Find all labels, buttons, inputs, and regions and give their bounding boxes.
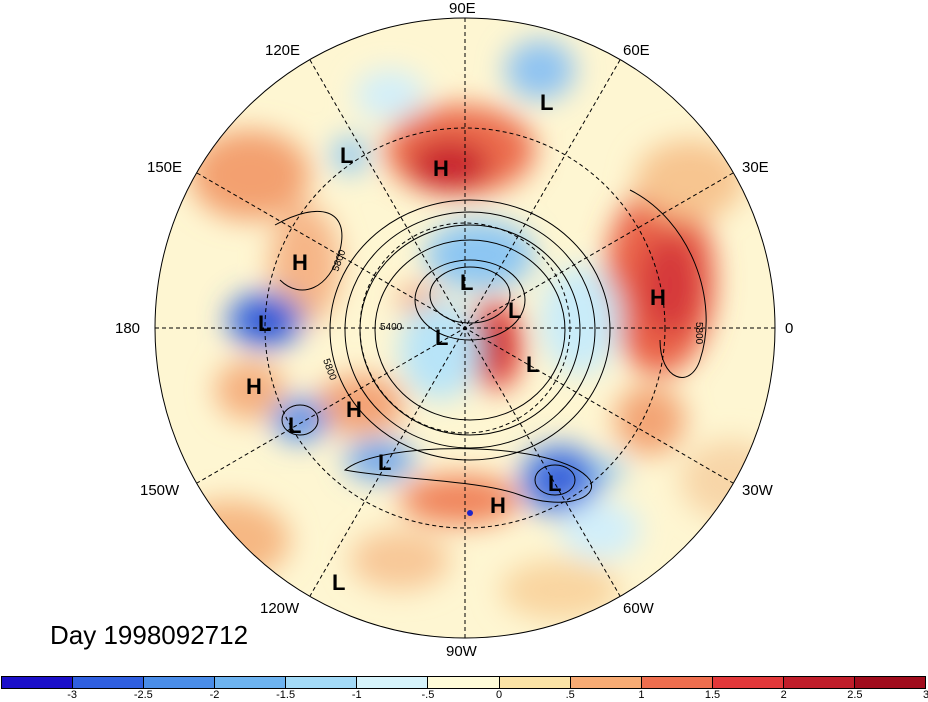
center-marker: L (548, 471, 561, 496)
center-marker: L (378, 450, 391, 475)
colorbar-swatch (854, 677, 926, 688)
cold-spot-gulf (467, 510, 473, 516)
lon-label-60w: 60W (623, 600, 654, 617)
colorbar-ticks: -3 -2.5 -2 -1.5 -1 -.5 0 .5 1 1.5 2 2.5 3 (1, 689, 928, 702)
colorbar-tick-label: 0 (496, 689, 503, 701)
colorbar-swatch (712, 677, 784, 688)
lon-label-120w: 120W (260, 600, 300, 617)
colorbar-tick-label: 2 (780, 689, 787, 701)
colorbar-swatch (73, 677, 145, 688)
contour-label: 5400 (380, 322, 403, 333)
center-marker: H (490, 493, 506, 518)
lon-label-120e: 120E (265, 42, 301, 59)
map-boundary (154, 17, 776, 639)
colorbar-swatch (428, 677, 500, 688)
center-marker: L (340, 143, 353, 168)
center-marker: L (540, 90, 553, 115)
center-marker: L (332, 570, 345, 595)
height-contours (274, 189, 707, 503)
colorbar-swatch (783, 677, 855, 688)
lon-label-60e: 60E (623, 42, 650, 59)
lon-label-180: 180 (115, 320, 141, 337)
center-marker: L (288, 413, 301, 438)
colorbar-swatch (144, 677, 216, 688)
colorbar-tick-label: 1 (638, 689, 645, 701)
lon-label-90e: 90E (449, 0, 476, 17)
colorbar-tick-label: 3 (922, 689, 928, 701)
colorbar-tick-label: 2.5 (847, 689, 863, 701)
center-marker: H (292, 250, 308, 275)
colorbar-tick-label: -2.5 (133, 689, 153, 701)
center-marker: L (508, 298, 521, 323)
colorbar-tick-label: -.5 (421, 689, 435, 701)
colorbar-tick-label: -1.5 (276, 689, 296, 701)
center-marker: H (650, 285, 666, 310)
colorbar-tick-label: -2 (209, 689, 220, 701)
colorbar-swatch (286, 677, 358, 688)
lon-label-30e: 30E (742, 159, 769, 176)
lon-label-150e: 150E (147, 159, 183, 176)
colorbar-tick-label: -1 (351, 689, 362, 701)
colorbar-swatch (2, 677, 74, 688)
center-marker: L (460, 270, 473, 295)
lon-label-150w: 150W (140, 482, 180, 499)
lon-label-90w: 90W (446, 643, 477, 660)
center-marker: H (433, 156, 449, 181)
colorbar-tick-label: .5 (565, 689, 575, 701)
colorbar-tick-label: 1.5 (704, 689, 721, 701)
center-marker: L (258, 311, 271, 336)
pressure-centers: H L L H L L L L H L L H H L H L L H (246, 90, 666, 595)
lon-label-30w: 30W (742, 482, 773, 499)
graticule (155, 18, 775, 638)
center-marker: H (246, 374, 262, 399)
colorbar (1, 676, 926, 689)
colorbar-swatch (641, 677, 713, 688)
colorbar-swatch (499, 677, 571, 688)
contour-label: 5800 (693, 322, 704, 345)
colorbar-tick-label: -3 (67, 689, 78, 701)
center-marker: H (346, 397, 362, 422)
colorbar-swatch (570, 677, 642, 688)
day-label: Day 1998092712 (50, 620, 249, 650)
center-marker: L (435, 325, 448, 350)
lon-label-0: 0 (785, 320, 794, 337)
center-marker: L (526, 352, 539, 377)
colorbar-swatch (357, 677, 429, 688)
colorbar-swatch (215, 677, 287, 688)
